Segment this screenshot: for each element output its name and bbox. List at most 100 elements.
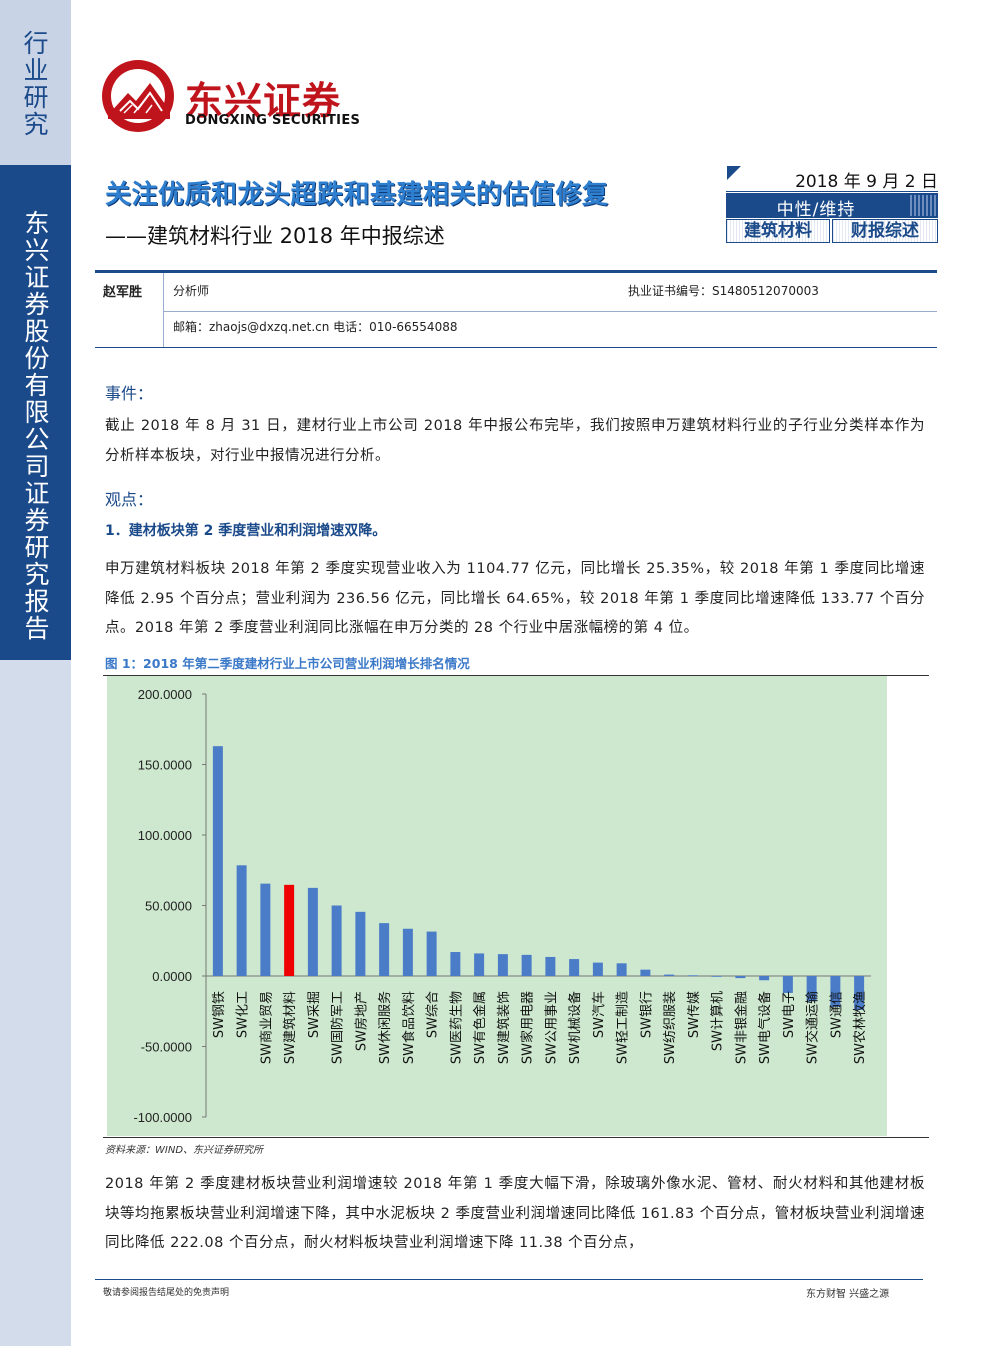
analyst-contact: 邮箱：zhaojs@dxzq.net.cn 电话：010-66554088 (173, 320, 458, 334)
bar (782, 976, 793, 993)
bar (759, 976, 770, 981)
bar (640, 969, 651, 976)
x-category-label: SW建筑材料 (282, 991, 298, 1064)
x-category-label: SW钢铁 (212, 991, 227, 1038)
detail-paragraph: 2018 年第 2 季度建材板块营业利润增速较 2018 年第 1 季度大幅下滑… (105, 1176, 925, 1251)
industry-tag: 建筑材料 (726, 219, 830, 243)
x-category-label: SW休闲服务 (377, 991, 393, 1064)
bar (331, 905, 342, 976)
bar (735, 976, 746, 979)
analyst-table-divider (163, 273, 164, 347)
report-title: 关注优质和龙头超跌和基建相关的估值修复 (105, 180, 609, 210)
bar (260, 883, 271, 976)
analyst-table-bottom-rule (95, 347, 937, 348)
bar (236, 865, 247, 976)
stripe-decoration (910, 195, 936, 216)
report-subtitle: ——建筑材料行业 2018 年中报综述 (105, 224, 445, 248)
bar (284, 884, 295, 976)
date-row: 2018 年 9 月 2 日 (726, 165, 938, 192)
y-tick-label: -100.0000 (133, 1110, 192, 1125)
sidebar-company-label: 东兴证券股份有限公司证券研究报告 (21, 210, 50, 642)
x-category-label: SW综合 (426, 991, 441, 1038)
x-category-label: SW采掘 (307, 991, 322, 1038)
x-category-label: SW汽车 (591, 991, 607, 1038)
analyst-table-top-rule (95, 270, 937, 273)
y-tick-label: 150.0000 (138, 758, 192, 773)
x-category-label: SW电子 (782, 991, 797, 1038)
bar (212, 746, 223, 976)
figure-source: 资料来源：WIND、东兴证券研究所 (105, 1145, 264, 1156)
view-heading: 观点： (105, 490, 154, 509)
plot-background (107, 676, 887, 1136)
x-category-label: SW轻工制造 (616, 991, 631, 1064)
sidebar-top-block (0, 0, 71, 165)
analyst-name: 赵军胜 (103, 285, 143, 300)
logo-english-name: DONGXING SECURITIES (185, 113, 361, 128)
x-category-label: SW国防军工 (330, 991, 346, 1064)
analysis-paragraph: 申万建筑材料板块 2018 年第 2 季度实现营业收入为 1104.77 亿元，… (105, 561, 925, 636)
analyst-cert: 执业证书编号：S1480512070003 (628, 284, 819, 298)
bar (450, 952, 461, 976)
dongxing-logo-icon (102, 60, 174, 132)
event-heading: 事件： (105, 384, 154, 403)
x-category-label: SW商业贸易 (259, 991, 274, 1064)
logo-chinese-name: 东兴证券 (185, 79, 342, 123)
x-category-label: SW公用事业 (544, 991, 559, 1064)
bar (854, 976, 865, 1010)
figure-bottom-rule (103, 1137, 929, 1138)
profit-growth-bar-chart: 200.0000 150.0000 100.0000 50.0000 0.0000 -50… (107, 676, 887, 1136)
analyst-table-row-divider (163, 311, 937, 312)
bar (545, 956, 556, 976)
x-category-label: SW医药生物 (449, 991, 464, 1064)
y-tick-label: 100.0000 (138, 828, 192, 843)
footer-slogan: 东方财智 兴盛之源 (806, 1289, 890, 1300)
bar (687, 975, 698, 977)
y-tick-label: -50.0000 (141, 1040, 192, 1055)
figure-title: 图 1：2018 年第二季度建材行业上市公司营业利润增长排名情况 (105, 656, 470, 671)
point-1-heading: 1．建材板块第 2 季度营业和利润增速双降。 (105, 523, 387, 539)
report-date: 2018 年 9 月 2 日 (795, 172, 938, 192)
bar (426, 931, 437, 976)
x-category-label: SW机械设备 (567, 991, 583, 1064)
bar (664, 974, 675, 976)
bar (497, 954, 508, 976)
x-category-label: SW传媒 (687, 991, 702, 1038)
analyst-role: 分析师 (173, 284, 210, 298)
x-axis-labels: SW钢铁 SW化工 SW商业贸易 SW建筑材料 SW采掘 SW国防军工 SW房地产 SW休闲服… (212, 991, 868, 1064)
y-axis: 200.0000 150.0000 100.0000 50.0000 0.0000 -50… (133, 687, 871, 1125)
bar (711, 976, 722, 977)
bar (592, 962, 603, 976)
x-category-label: SW电气设备 (757, 991, 773, 1064)
bar (307, 887, 318, 976)
bars-group (212, 746, 865, 1010)
report-type-tag: 财报综述 (832, 219, 938, 243)
x-category-label: SW房地产 (353, 991, 369, 1051)
sidebar-middle-block (0, 165, 71, 660)
footer-rule (95, 1279, 923, 1280)
rating-row: 中性/维持 (726, 193, 938, 220)
x-category-label: SW非银金融 (733, 991, 749, 1064)
sidebar-category-label: 行业研究 (20, 30, 49, 138)
x-category-label: SW家用电器 (520, 991, 536, 1064)
bar (474, 953, 485, 976)
x-category-label: SW建筑装饰 (496, 991, 512, 1064)
bar (521, 954, 532, 976)
rating-label: 中性/维持 (776, 200, 856, 220)
bar (355, 911, 366, 976)
figure-top-rule (103, 675, 929, 676)
x-category-label: SW银行 (639, 991, 654, 1038)
x-category-label: SW食品饮料 (401, 991, 417, 1064)
bar (379, 923, 390, 976)
bar (569, 959, 580, 976)
x-category-label: SW农林牧渔 (853, 991, 868, 1064)
event-paragraph: 截止 2018 年 8 月 31 日，建材行业上市公司 2018 年中报公布完毕… (105, 418, 925, 464)
x-category-label: SW有色金属 (472, 991, 488, 1064)
y-tick-label: 50.0000 (145, 899, 192, 914)
footer-disclaimer: 敬请参阅报告结尾处的免责声明 (103, 1288, 230, 1298)
x-category-label: SW计算机 (711, 991, 726, 1051)
bar (616, 963, 627, 976)
x-category-label: SW交通运输 (805, 991, 821, 1064)
x-category-label: SW化工 (236, 991, 251, 1038)
y-tick-label: 0.0000 (152, 969, 192, 984)
sidebar-bottom-block (0, 660, 71, 1346)
